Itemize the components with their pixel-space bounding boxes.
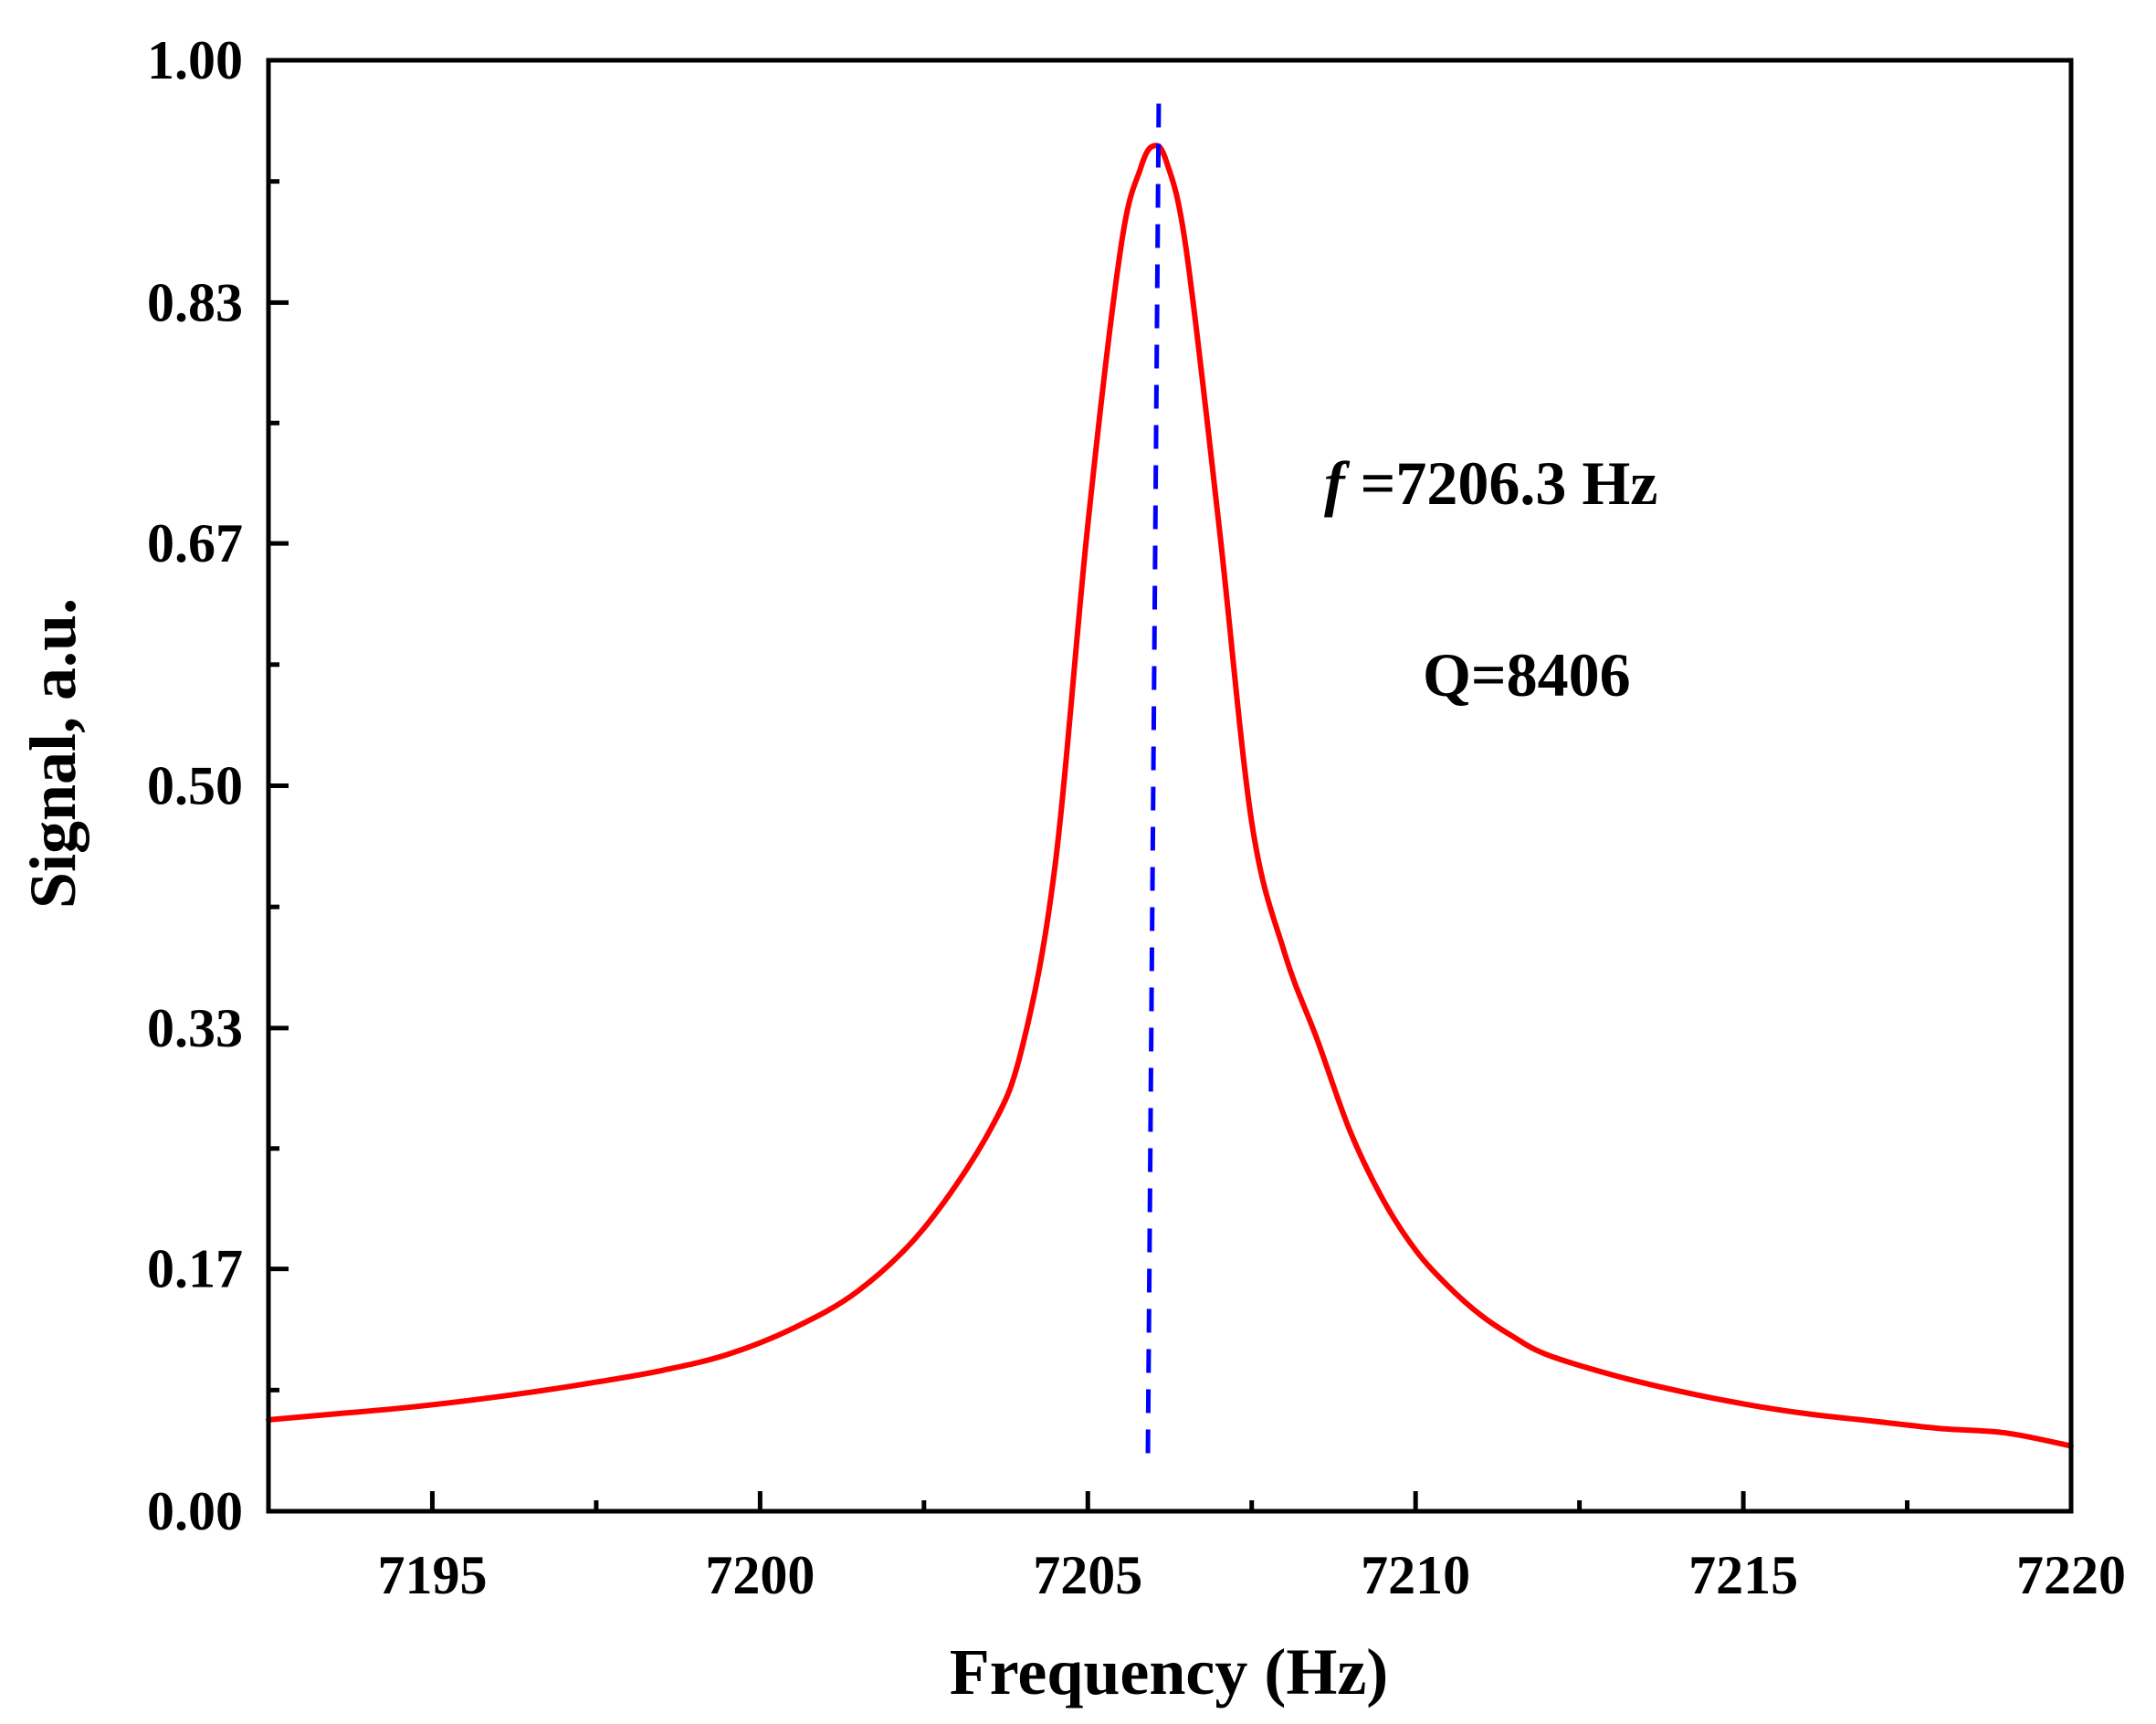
x-tick-label: 7210 xyxy=(1361,1545,1470,1605)
y-tick-label: 0.83 xyxy=(147,272,243,332)
y-tick-label: 0.67 xyxy=(147,513,243,573)
y-axis: 0.00 0.17 0.33 0.50 0.67 0.83 1.00 xyxy=(147,30,289,1541)
frequency-value: =7206.3 Hz xyxy=(1345,448,1658,518)
x-tick-label: 7215 xyxy=(1688,1545,1798,1605)
series-line-resonance xyxy=(266,142,2074,1449)
x-tick-label: 7205 xyxy=(1033,1545,1142,1605)
x-tick-label: 7200 xyxy=(705,1545,815,1605)
plot-frame xyxy=(266,58,2074,1514)
frequency-annotation: f =7206.3 Hz xyxy=(1324,448,1657,518)
y-tick-label: 0.50 xyxy=(147,756,243,816)
peak-reference-line xyxy=(1145,89,1162,1454)
x-axis: 7195 7200 7205 7210 7215 7220 xyxy=(266,1491,2126,1605)
plot-marks xyxy=(266,89,2074,1454)
x-tick-label: 7195 xyxy=(377,1545,487,1605)
y-tick-label: 1.00 xyxy=(147,30,243,90)
q-factor-annotation: Q=8406 xyxy=(1423,640,1631,710)
x-tick-label: 7220 xyxy=(2016,1545,2126,1605)
y-tick-label: 0.00 xyxy=(147,1481,243,1541)
y-tick-label: 0.33 xyxy=(147,998,243,1058)
y-tick-label: 0.17 xyxy=(147,1239,243,1299)
y-axis-title: Signal, a.u. xyxy=(16,598,89,909)
x-axis-title: Frequency (Hz) xyxy=(950,1635,1389,1708)
